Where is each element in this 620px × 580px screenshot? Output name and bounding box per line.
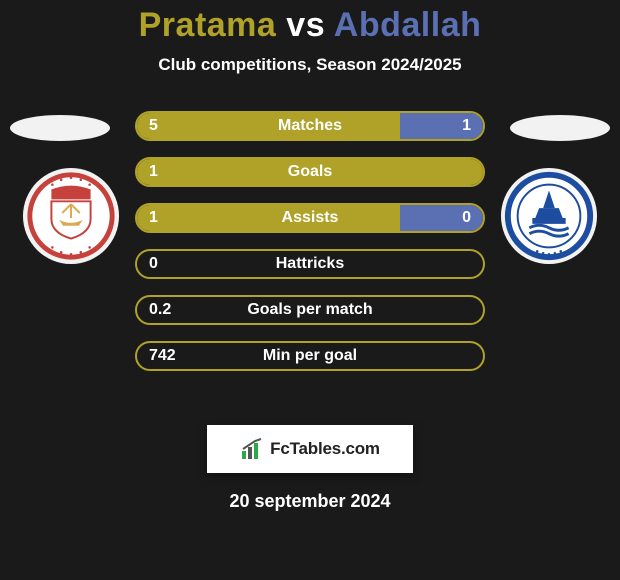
- stat-row: 51Matches: [135, 111, 485, 141]
- source-banner: FcTables.com: [207, 425, 413, 473]
- player1-shadow-ellipse: [10, 115, 110, 141]
- date-text: 20 september 2024: [0, 491, 620, 512]
- title-vs: vs: [286, 6, 325, 44]
- stat-fill-left: [137, 113, 400, 139]
- comparison-infographic: Pratama vs Abdallah Club competitions, S…: [0, 0, 620, 580]
- banner-text: FcTables.com: [270, 439, 380, 459]
- player2-shadow-ellipse: [510, 115, 610, 141]
- stat-row: 0Hattricks: [135, 249, 485, 279]
- psis-badge-icon: [500, 167, 598, 265]
- stat-value-left: 0.2: [149, 297, 171, 323]
- stat-row: 1Goals: [135, 157, 485, 187]
- psm-badge-icon: [22, 167, 120, 265]
- stat-value-left: 5: [149, 113, 158, 139]
- stat-value-left: 0: [149, 251, 158, 277]
- stat-fill-left: [137, 205, 400, 231]
- title-player1: Pratama: [139, 6, 277, 44]
- stat-row: 10Assists: [135, 203, 485, 233]
- stat-label: Hattricks: [137, 251, 483, 277]
- stat-value-left: 742: [149, 343, 176, 369]
- stat-value-left: 1: [149, 159, 158, 185]
- stat-label: Min per goal: [137, 343, 483, 369]
- stat-value-right: 0: [462, 205, 471, 231]
- stat-fill-left: [137, 159, 483, 185]
- stat-value-left: 1: [149, 205, 158, 231]
- club-badge-left: [22, 167, 120, 265]
- stat-label: Goals per match: [137, 297, 483, 323]
- middle-section: 51Matches1Goals10Assists0Hattricks0.2Goa…: [0, 103, 620, 403]
- title-player2: Abdallah: [334, 6, 482, 44]
- title: Pratama vs Abdallah: [0, 6, 620, 45]
- fctables-logo-icon: [240, 437, 264, 461]
- subtitle: Club competitions, Season 2024/2025: [0, 55, 620, 75]
- club-badge-right: [500, 167, 598, 265]
- stat-row: 0.2Goals per match: [135, 295, 485, 325]
- stats-bars: 51Matches1Goals10Assists0Hattricks0.2Goa…: [135, 111, 485, 371]
- stat-row: 742Min per goal: [135, 341, 485, 371]
- stat-value-right: 1: [462, 113, 471, 139]
